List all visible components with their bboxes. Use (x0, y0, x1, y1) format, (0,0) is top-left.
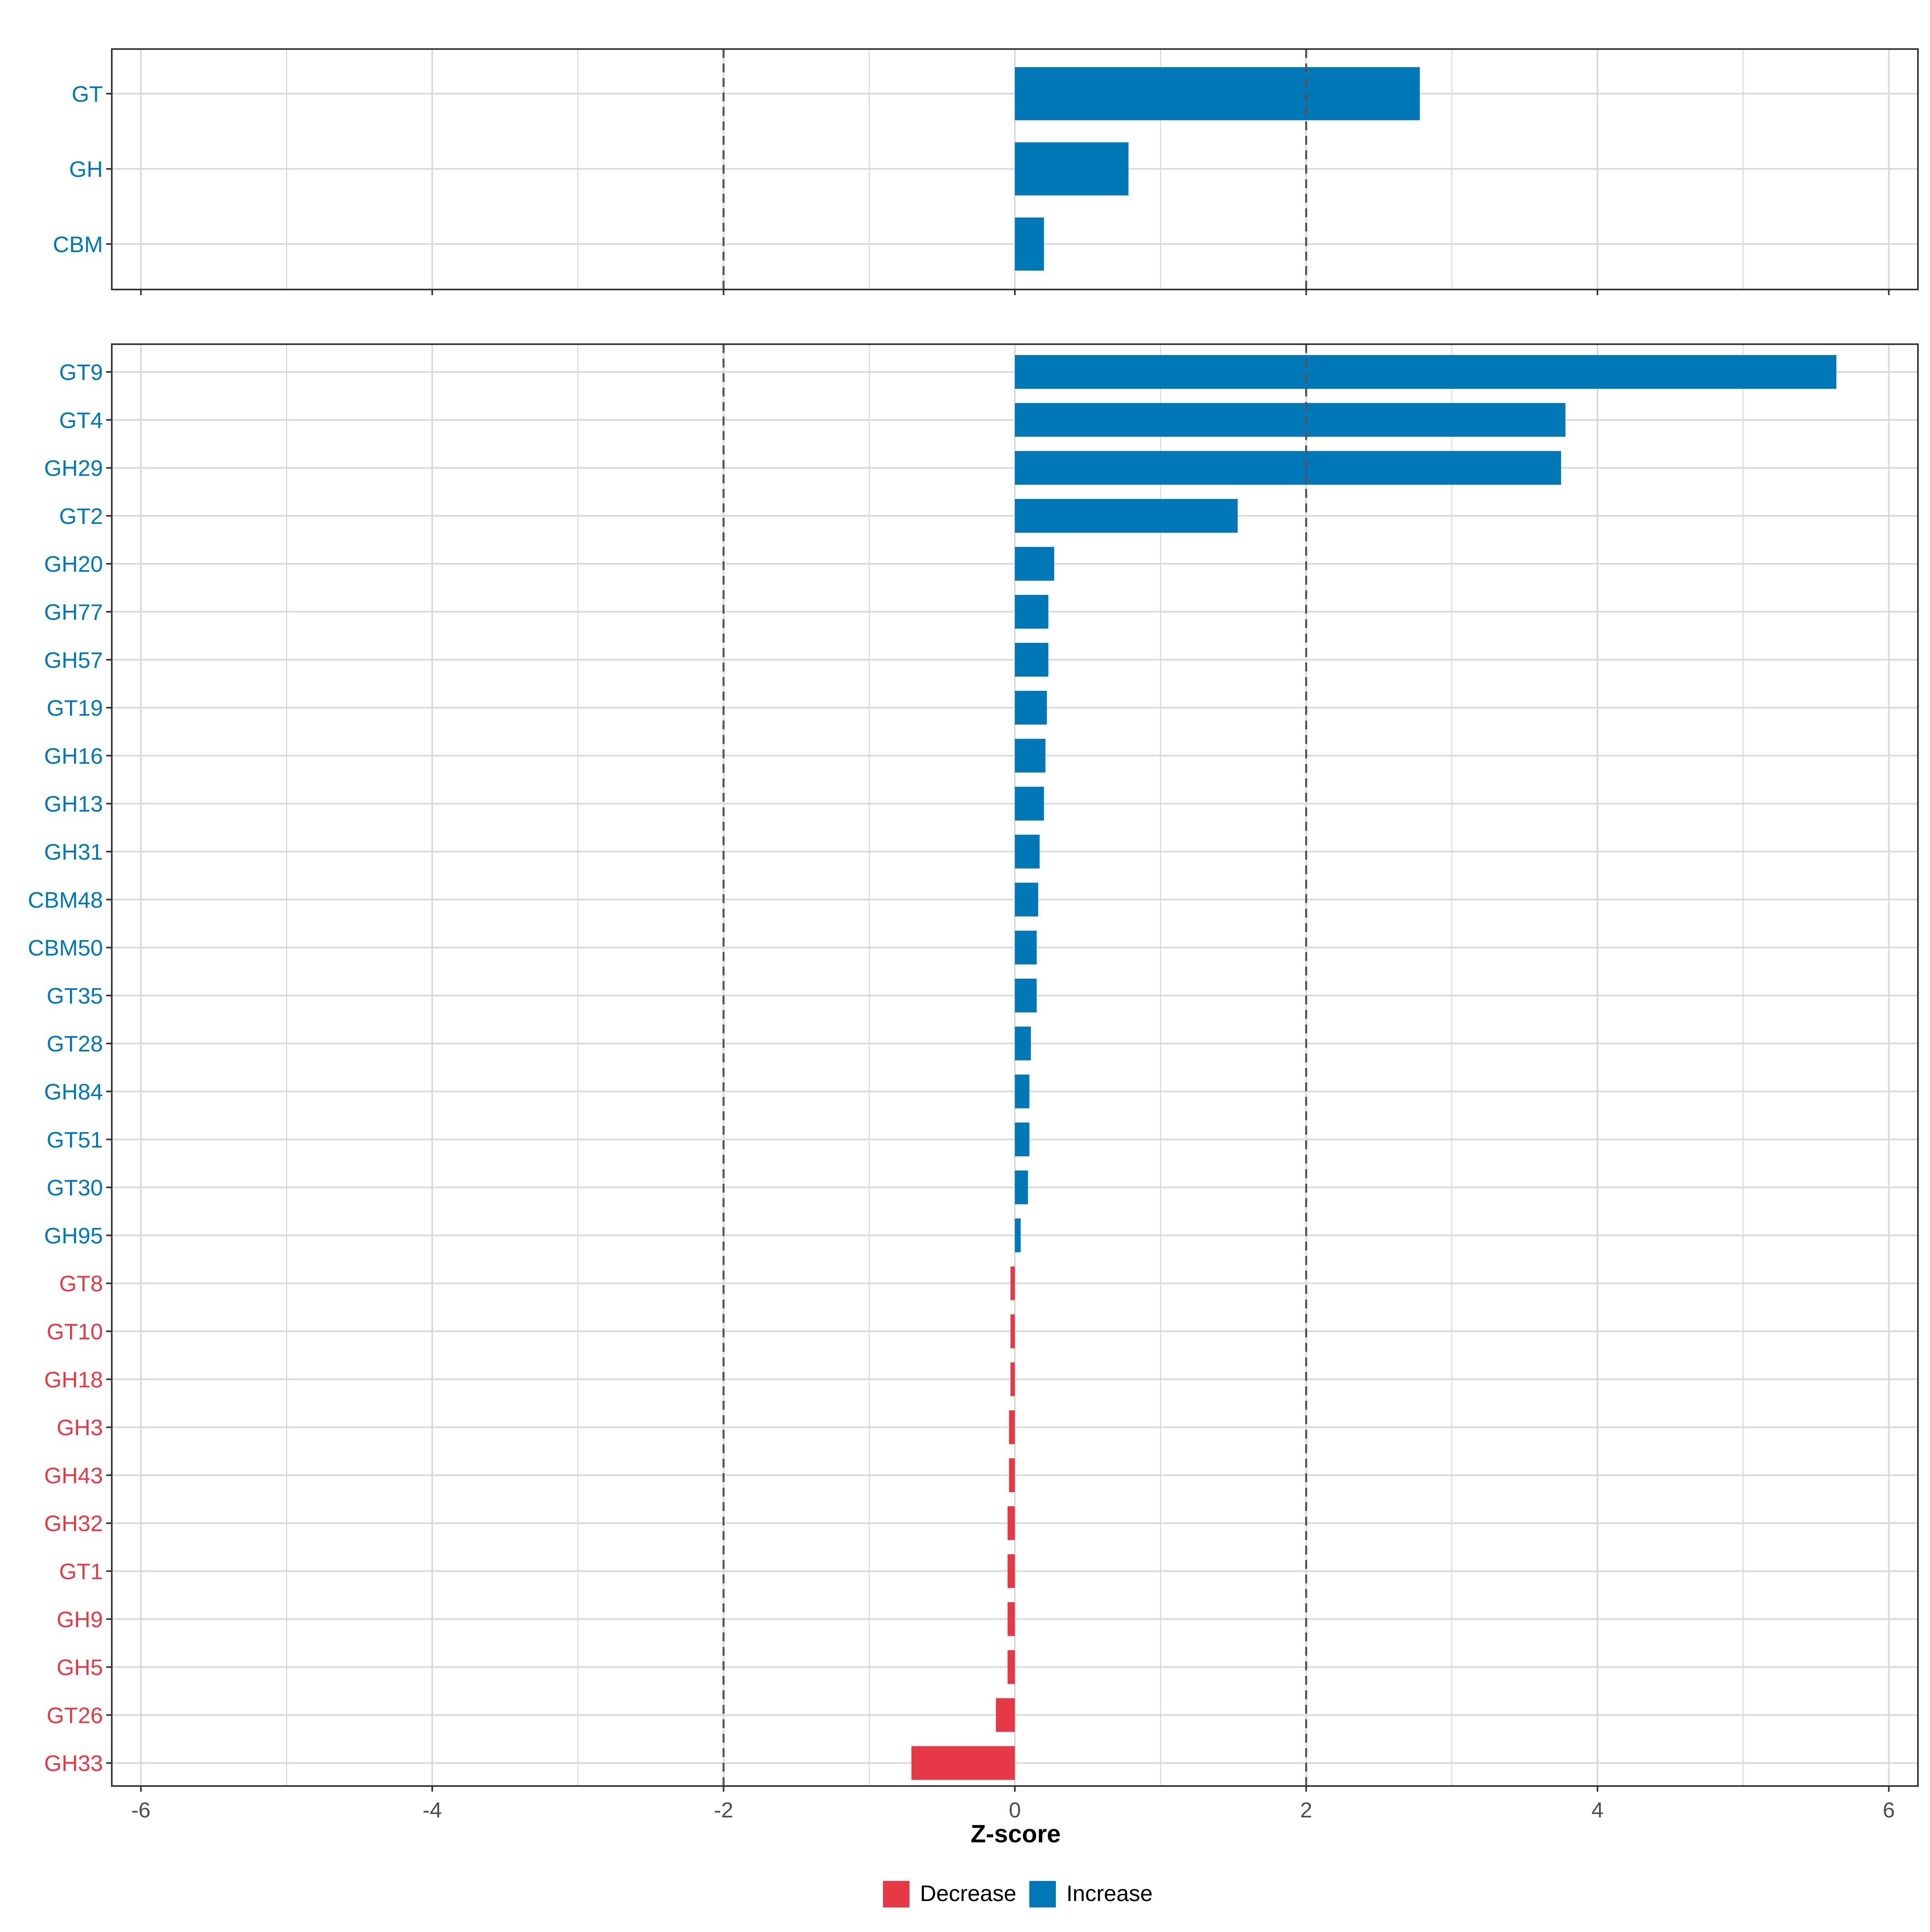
main-category-label: GH95 (44, 1223, 103, 1248)
main-category-label: GH18 (44, 1367, 103, 1392)
main-category-label: GT28 (47, 1031, 103, 1056)
main-bar (996, 1698, 1015, 1732)
main-bar (1015, 643, 1049, 677)
main-category-label: GT35 (47, 983, 103, 1008)
main-x-tick-label: -6 (131, 1798, 150, 1822)
main-bar (1007, 1506, 1015, 1540)
main-bar (1015, 1170, 1028, 1205)
main-x-tick-label: 2 (1300, 1798, 1312, 1822)
main-bar (1015, 786, 1044, 821)
main-x-tick-label: 0 (1009, 1798, 1021, 1822)
main-bar (1015, 1074, 1030, 1109)
top-category-label: CBM (53, 232, 103, 257)
main-category-label: GH29 (44, 456, 103, 481)
top-bar (1015, 67, 1420, 120)
main-bar (1015, 978, 1037, 1012)
top-category-label: GT (72, 81, 103, 107)
legend-label-increase: Increase (1066, 1881, 1153, 1906)
top-bar (1015, 142, 1129, 195)
main-category-label: GT10 (47, 1319, 103, 1344)
main-category-label: GH20 (44, 551, 103, 577)
main-category-label: GH16 (44, 743, 103, 768)
main-category-label: GT30 (47, 1175, 103, 1200)
legend-swatch-increase (1029, 1881, 1056, 1907)
main-category-label: GT4 (59, 407, 103, 433)
main-category-label: GH77 (44, 600, 103, 625)
main-category-label: GH5 (57, 1655, 103, 1680)
main-bar (1010, 1314, 1015, 1348)
main-bar (1010, 1266, 1015, 1300)
main-bar (1010, 1362, 1015, 1396)
main-bar (1015, 403, 1566, 437)
main-category-label: GH57 (44, 647, 103, 673)
main-bar (1015, 1027, 1031, 1061)
main-category-label: GT9 (59, 359, 103, 385)
x-axis-title: Z-score (971, 1820, 1061, 1848)
main-bar (1015, 355, 1837, 389)
main-bar (1009, 1410, 1015, 1444)
main-bar (1015, 451, 1561, 485)
main-bar (1015, 691, 1047, 725)
legend: Decrease Increase (883, 1881, 1153, 1907)
main-category-label: CBM48 (28, 887, 103, 912)
top-category-label: GH (69, 156, 103, 182)
main-category-label: GT2 (59, 503, 103, 529)
main-bar (1015, 739, 1046, 773)
main-x-tick-label: 4 (1591, 1798, 1604, 1822)
main-category-label: GH3 (57, 1415, 103, 1440)
main-category-label: CBM50 (28, 935, 103, 961)
main-bar (1007, 1650, 1015, 1684)
main-category-label: GH9 (57, 1607, 103, 1632)
top-bar (1015, 218, 1044, 271)
main-category-label: GH31 (44, 839, 103, 864)
main-x-tick-label: -2 (714, 1798, 733, 1822)
main-category-label: GH33 (44, 1751, 103, 1776)
legend-swatch-decrease (883, 1881, 910, 1907)
main-category-label: GH43 (44, 1463, 103, 1488)
main-x-tick-label: 6 (1883, 1798, 1895, 1822)
main-bar (1009, 1458, 1015, 1492)
main-bar (1015, 499, 1238, 533)
main-bar (1015, 1122, 1030, 1156)
main-category-label: GT8 (59, 1271, 103, 1296)
main-category-label: GT26 (47, 1702, 103, 1728)
legend-label-decrease: Decrease (920, 1881, 1016, 1906)
main-bar (911, 1746, 1015, 1780)
main-bar (1015, 835, 1040, 868)
main-category-label: GH32 (44, 1511, 103, 1536)
main-category-label: GT19 (47, 695, 103, 721)
main-category-label: GH13 (44, 791, 103, 817)
main-bar (1015, 1218, 1021, 1252)
panel-top: GT GH CBM (53, 48, 1919, 295)
panel-bottom: GT9 GT4 GH29 GT2 GH20 GH77 GH57 GT19 GH16 GH13 GH3… (28, 343, 1919, 1822)
main-bar (1015, 930, 1037, 965)
main-category-label: GT1 (59, 1559, 103, 1584)
main-bar (1015, 595, 1049, 629)
main-bar (1015, 547, 1054, 581)
main-bar (1007, 1554, 1015, 1588)
main-category-label: GT51 (47, 1127, 103, 1152)
main-bar (1015, 883, 1038, 917)
main-category-label: GH84 (44, 1079, 103, 1105)
main-x-tick-label: -4 (423, 1798, 442, 1822)
main-bar (1007, 1602, 1015, 1636)
